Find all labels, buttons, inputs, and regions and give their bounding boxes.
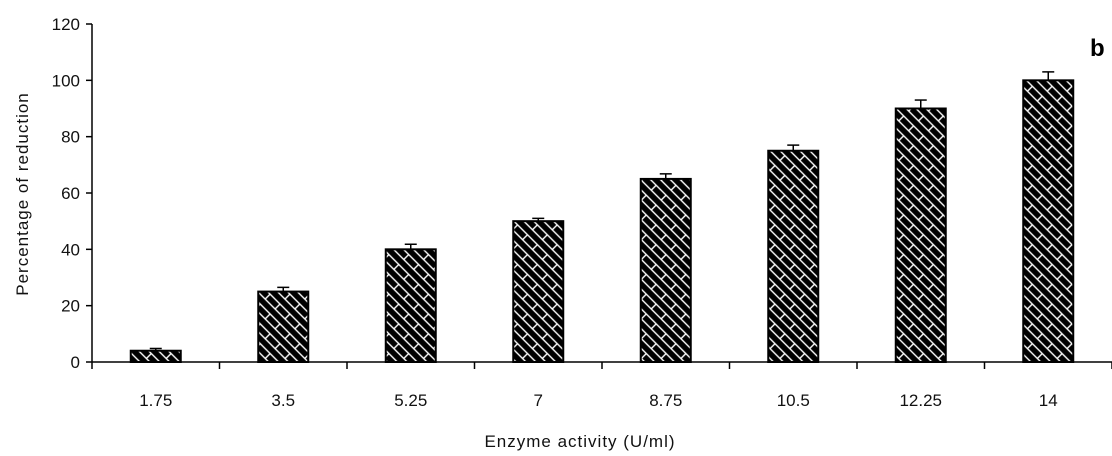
x-tick-label: 8.75 — [649, 391, 682, 410]
bar — [767, 149, 820, 363]
y-tick-label: 120 — [52, 15, 80, 34]
bar — [384, 248, 437, 363]
x-tick-label: 3.5 — [271, 391, 295, 410]
x-tick-label: 7 — [534, 391, 543, 410]
x-tick-label: 1.75 — [139, 391, 172, 410]
bar — [129, 349, 182, 364]
y-axis-title: Percentage of reduction — [13, 92, 32, 296]
bar — [257, 290, 310, 364]
x-axis-title: Enzyme activity (U/ml) — [484, 432, 675, 451]
y-tick-label: 40 — [61, 240, 80, 259]
y-tick-label: 100 — [52, 71, 80, 90]
y-tick-label: 20 — [61, 297, 80, 316]
y-tick-label: 60 — [61, 184, 80, 203]
x-axis: 1.75 3.5 5.25 7 8.75 10.5 12.25 14 — [91, 361, 1112, 410]
bar — [512, 220, 565, 363]
x-tick-label: 10.5 — [777, 391, 810, 410]
bar — [1022, 79, 1075, 363]
x-tick-label: 12.25 — [899, 391, 942, 410]
x-tick-label: 14 — [1039, 391, 1058, 410]
y-tick-label: 80 — [61, 128, 80, 147]
x-tick-label: 5.25 — [394, 391, 427, 410]
bars — [129, 71, 1075, 364]
bar — [894, 107, 947, 363]
y-axis: 0 20 40 60 80 100 120 — [52, 15, 93, 372]
panel-label: b — [1090, 35, 1105, 62]
y-tick-label: 0 — [71, 353, 80, 372]
bar — [639, 177, 692, 363]
